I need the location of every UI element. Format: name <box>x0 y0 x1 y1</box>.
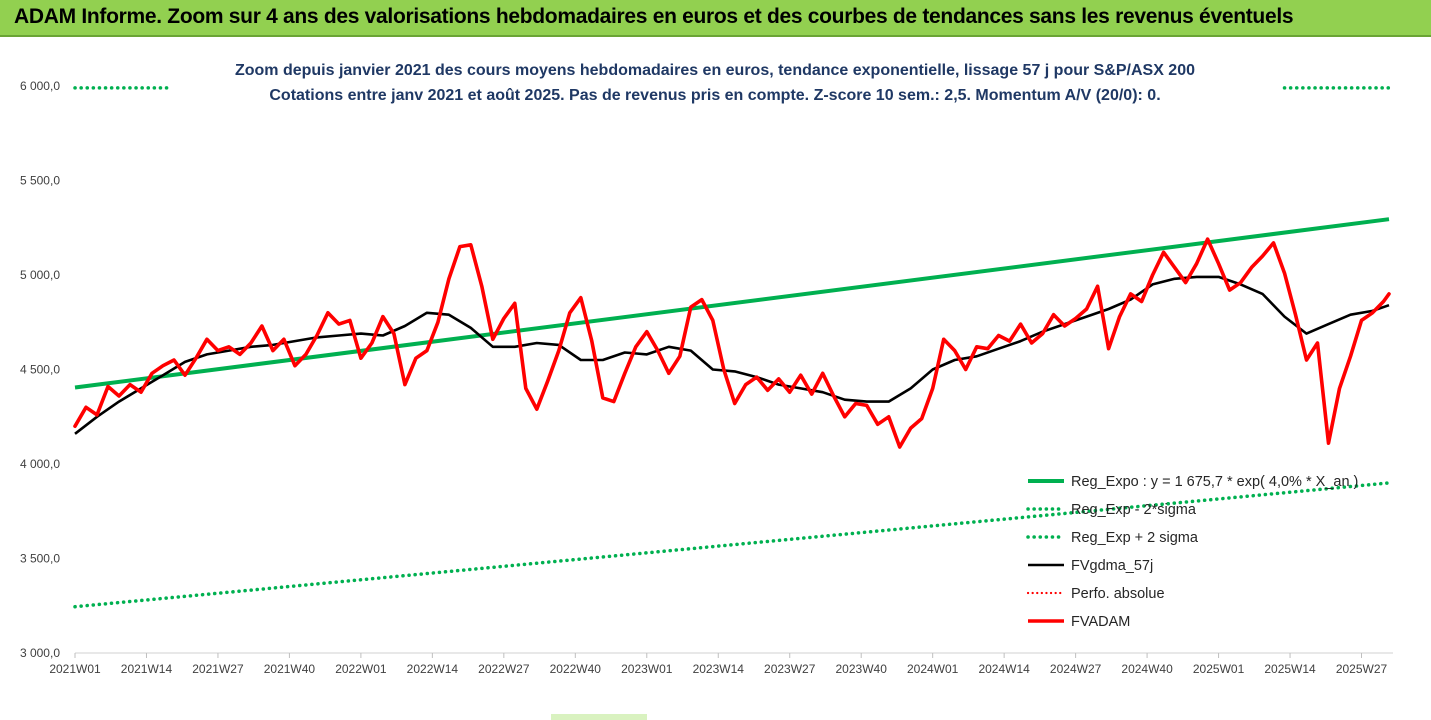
x-tick-label: 2024W14 <box>978 662 1030 676</box>
x-tick-label: 2023W40 <box>836 662 888 676</box>
legend-entry-label: FVADAM <box>1071 614 1130 630</box>
y-tick-label: 3 500,0 <box>20 552 60 566</box>
series-reg-exp-minus-2sigma <box>73 481 1391 609</box>
page-title: ADAM Informe. Zoom sur 4 ans des valoris… <box>14 5 1294 28</box>
x-tick-label: 2025W27 <box>1336 662 1388 676</box>
legend-entry-label: Reg_Exp + 2 sigma <box>1071 530 1199 546</box>
x-tick-label: 2022W27 <box>478 662 530 676</box>
x-tick-label: 2021W40 <box>264 662 316 676</box>
x-tick-label: 2024W01 <box>907 662 959 676</box>
x-tick-label: 2023W14 <box>693 662 745 676</box>
y-axis: 3 000,0 3 500,0 4 000,0 4 500,0 5 000,0 5 500… <box>20 79 60 660</box>
legend: Reg_Expo : y = 1 675,7 * exp( 4,0% * X_a… <box>1026 474 1358 630</box>
x-tick-label: 2021W01 <box>49 662 101 676</box>
x-tick-label: 2022W01 <box>335 662 387 676</box>
header-bar: ADAM Informe. Zoom sur 4 ans des valoris… <box>0 0 1431 37</box>
x-tick-label: 2023W27 <box>764 662 816 676</box>
series-reg-expo <box>74 217 1390 390</box>
chart-subtitle-line-2: Cotations entre janv 2021 et août 2025. … <box>269 87 1160 104</box>
chart-subtitle: Zoom depuis janvier 2021 des cours moyen… <box>235 62 1195 104</box>
chart-subtitle-line-1: Zoom depuis janvier 2021 des cours moyen… <box>235 62 1195 79</box>
x-tick-label: 2025W14 <box>1264 662 1316 676</box>
legend-entry-label: Reg_Expo : y = 1 675,7 * exp( 4,0% * X_a… <box>1071 474 1358 490</box>
series-fvadam <box>73 237 1391 449</box>
legend-entry-label: FVgdma_57j <box>1071 558 1153 574</box>
x-tick-label: 2025W01 <box>1193 662 1245 676</box>
x-tick-label: 2024W40 <box>1121 662 1173 676</box>
legend-entry-label: Perfo. absolue <box>1071 586 1165 602</box>
chart: Zoom depuis janvier 2021 des cours moyen… <box>20 62 1393 676</box>
y-tick-label: 5 500,0 <box>20 174 60 188</box>
series-layer <box>73 86 1391 609</box>
legend-entry-label: Reg_Exp - 2*sigma <box>1071 502 1197 518</box>
y-tick-label: 5 000,0 <box>20 268 60 282</box>
x-tick-label: 2021W14 <box>121 662 173 676</box>
x-tick-label: 2021W27 <box>192 662 244 676</box>
x-tick-label: 2023W01 <box>621 662 673 676</box>
x-tick-label: 2022W14 <box>407 662 459 676</box>
y-tick-label: 3 000,0 <box>20 646 60 660</box>
x-axis: 2021W01 2021W14 2021W27 2021W40 2022W01 2022W… <box>49 652 1393 676</box>
y-tick-label: 6 000,0 <box>20 79 60 93</box>
x-tick-label: 2024W27 <box>1050 662 1102 676</box>
y-tick-label: 4 500,0 <box>20 363 60 377</box>
bottom-strip <box>551 714 647 720</box>
x-tick-label: 2022W40 <box>550 662 602 676</box>
y-tick-label: 4 000,0 <box>20 457 60 471</box>
series-fvgdma-57j <box>74 275 1390 435</box>
